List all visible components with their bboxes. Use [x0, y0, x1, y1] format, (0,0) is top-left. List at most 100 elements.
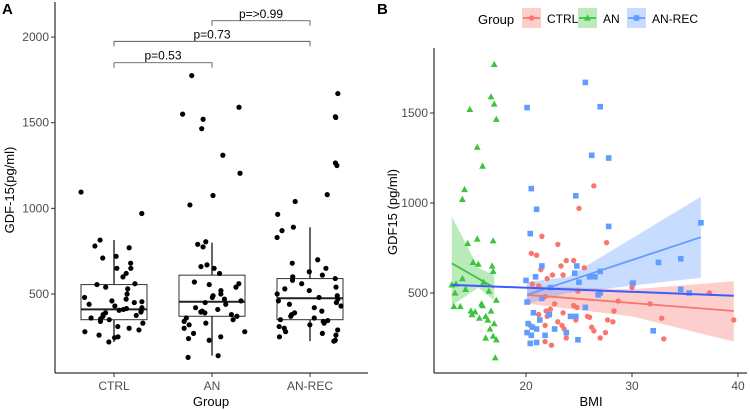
data-point-a	[185, 354, 191, 360]
data-point-an-rec	[582, 79, 589, 86]
data-point-a	[334, 162, 340, 169]
significance-bracket	[211, 20, 311, 26]
data-point-an-rec	[529, 324, 536, 330]
data-point-a	[234, 313, 240, 319]
data-point-a	[106, 339, 112, 345]
data-point-an-rec	[533, 339, 540, 346]
data-point-a	[81, 294, 88, 301]
y-tick-label-b: 1500	[401, 106, 428, 120]
data-point-a	[333, 284, 339, 290]
data-point-an-rec	[546, 311, 553, 318]
x-tick-label-b: 20	[519, 379, 533, 393]
data-point-ctrl	[604, 317, 611, 323]
data-point-an	[473, 143, 481, 150]
data-point-a	[133, 312, 139, 319]
data-point-an-rec	[539, 295, 545, 302]
data-point-a	[138, 309, 144, 315]
data-point-a	[192, 305, 199, 311]
fit-line-an	[451, 262, 495, 289]
data-point-a	[131, 299, 137, 306]
data-point-a	[223, 301, 229, 307]
data-point-a	[128, 265, 134, 271]
data-point-an	[490, 320, 498, 327]
data-point-an-rec	[563, 329, 570, 336]
data-point-an	[474, 260, 482, 267]
data-point-ctrl	[581, 265, 587, 271]
data-point-an-rec	[542, 332, 548, 339]
data-point-ctrl	[576, 205, 582, 212]
p-value-label: p=0.53	[144, 49, 181, 63]
data-point-an-rec	[597, 103, 603, 110]
data-point-an-rec	[677, 286, 684, 293]
data-point-ctrl	[560, 310, 566, 316]
data-point-a	[211, 265, 217, 271]
data-point-ctrl	[558, 263, 564, 269]
data-point-an	[456, 302, 464, 310]
legend-key-symbol	[584, 14, 591, 21]
data-point-a	[185, 335, 192, 342]
data-point-a	[136, 327, 142, 333]
data-point-a	[180, 111, 186, 117]
data-point-ctrl	[597, 335, 603, 341]
data-point-an-rec	[573, 313, 579, 320]
data-point-an	[492, 296, 500, 303]
data-point-an	[486, 325, 494, 332]
panel-label-b: B	[377, 1, 388, 18]
data-point-an-rec	[586, 274, 593, 280]
data-point-an-rec	[571, 270, 578, 276]
x-tick-label-b: 40	[731, 379, 745, 393]
data-point-a	[289, 277, 296, 283]
x-tick-label-b: 30	[625, 379, 639, 393]
data-point-a	[210, 192, 216, 199]
data-point-a	[113, 253, 119, 259]
data-point-a	[338, 303, 344, 309]
data-point-a	[319, 308, 325, 314]
data-point-ctrl	[542, 338, 548, 345]
data-point-a	[242, 329, 248, 335]
data-point-an	[491, 354, 499, 361]
data-point-a	[181, 325, 187, 331]
data-point-a	[323, 265, 329, 271]
legend-key-symbol	[528, 15, 535, 21]
data-point-a	[236, 281, 242, 287]
data-point-a	[233, 284, 239, 290]
data-point-a	[319, 330, 325, 336]
data-point-a	[139, 210, 145, 217]
data-point-a	[321, 320, 327, 326]
data-point-a	[115, 323, 121, 330]
data-point-a	[218, 291, 224, 297]
data-point-a	[123, 270, 129, 277]
data-point-ctrl	[528, 250, 534, 257]
data-point-a	[124, 291, 130, 297]
data-point-a	[190, 330, 197, 336]
data-point-a	[203, 320, 209, 326]
data-point-an-rec	[536, 317, 543, 323]
y-tick-label-a: 1000	[22, 201, 49, 215]
data-point-a	[215, 306, 221, 313]
data-point-ctrl	[731, 317, 737, 323]
data-point-an	[482, 334, 490, 341]
data-point-an	[462, 285, 469, 292]
data-point-a	[274, 234, 280, 241]
data-point-a	[218, 334, 224, 340]
data-point-an	[490, 100, 498, 107]
data-point-ctrl	[536, 283, 542, 289]
data-point-a	[132, 281, 138, 287]
data-point-a	[311, 305, 317, 311]
data-point-an	[459, 195, 466, 202]
data-point-a	[202, 299, 208, 306]
x-axis-title-a: Group	[193, 394, 229, 409]
data-point-an-rec	[595, 292, 601, 298]
ci-ribbon-ctrl	[527, 281, 734, 342]
panel-label-a: A	[2, 1, 13, 18]
legend-title: Group	[478, 12, 514, 27]
data-point-an-rec	[539, 263, 545, 269]
data-point-an	[489, 267, 497, 274]
data-point-an-rec	[527, 230, 534, 237]
data-point-an	[467, 307, 475, 314]
data-point-ctrl	[603, 239, 610, 246]
data-point-a	[299, 281, 305, 287]
data-point-ctrl	[544, 275, 550, 282]
data-point-a	[198, 263, 204, 270]
data-point-a	[289, 260, 295, 266]
